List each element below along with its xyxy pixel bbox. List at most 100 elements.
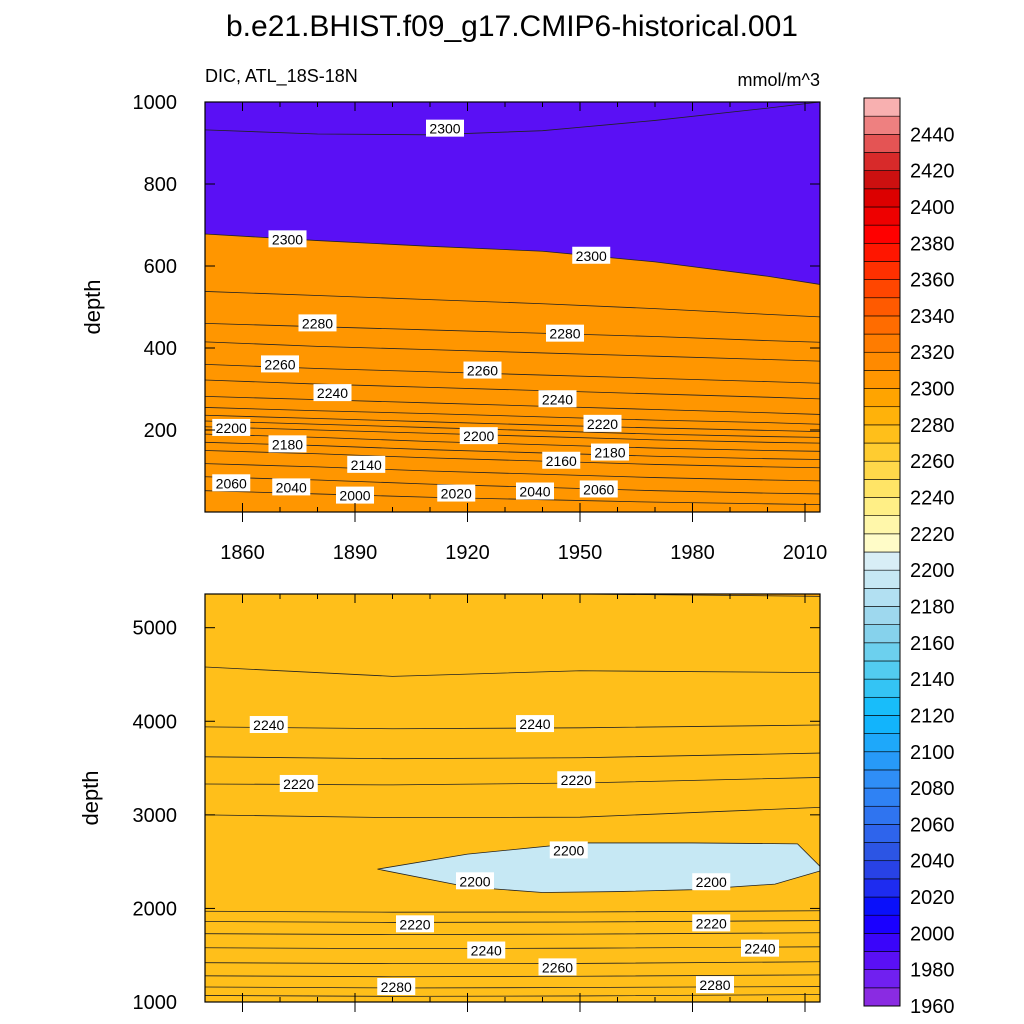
contour-label: 2220: [557, 771, 596, 789]
svg-text:2180: 2180: [272, 436, 303, 452]
x-tick-label: 1860: [220, 542, 265, 564]
colorbar-swatch: [863, 170, 901, 190]
colorbar-label: 2320: [910, 342, 955, 364]
colorbar-label: 2360: [910, 270, 955, 292]
contour-line: [205, 291, 820, 318]
colorbar-swatch: [863, 678, 901, 698]
contour-label: 2060: [212, 474, 251, 492]
colorbar-swatch: [863, 351, 901, 371]
svg-text:2200: 2200: [463, 428, 494, 444]
contour-line: [205, 102, 820, 136]
colorbar-swatch: [863, 787, 901, 807]
colorbar-swatch: [863, 97, 901, 117]
colorbar-swatch: [863, 315, 901, 335]
colorbar-swatch: [863, 551, 901, 571]
colorbar-swatch: [863, 696, 901, 716]
svg-text:2280: 2280: [699, 977, 730, 993]
contour-line: [205, 233, 820, 285]
y-axis-title: depth: [80, 279, 105, 334]
colorbar-swatch: [863, 588, 901, 607]
colorbar-swatch: [863, 370, 901, 389]
svg-text:2220: 2220: [587, 416, 618, 432]
contour-label: 2280: [696, 976, 734, 994]
contour-label: 2200: [456, 872, 494, 890]
svg-text:2260: 2260: [264, 356, 295, 372]
contour-label: 2020: [437, 484, 476, 502]
contour-label: 2220: [692, 914, 731, 932]
colorbar-swatch: [863, 860, 901, 880]
colorbar-swatch: [863, 134, 901, 153]
svg-text:2300: 2300: [429, 121, 460, 137]
y-axis-title: depth: [78, 770, 103, 825]
contour-label: 2060: [579, 480, 618, 498]
contour-line: [205, 594, 820, 597]
contour-label: 2240: [516, 715, 554, 733]
svg-text:2220: 2220: [561, 772, 592, 788]
svg-text:2240: 2240: [744, 941, 775, 957]
colorbar-label: 2380: [910, 233, 955, 255]
colorbar-label: 2440: [910, 124, 955, 146]
contour-line: [205, 407, 820, 425]
y-tick-label: 4000: [133, 711, 178, 733]
contour-label: 2200: [692, 873, 731, 891]
colorbar-swatch: [863, 987, 901, 1007]
svg-text:2160: 2160: [546, 453, 577, 469]
colorbar-swatch: [863, 896, 901, 916]
contour-label: 2240: [538, 390, 577, 408]
svg-text:2200: 2200: [216, 420, 247, 436]
contour-label: 2280: [546, 324, 584, 342]
svg-text:2180: 2180: [594, 445, 625, 461]
colorbar-swatch: [863, 242, 901, 262]
plot-frame: [204, 101, 821, 513]
svg-text:2060: 2060: [216, 475, 247, 491]
colorbar-swatch: [863, 442, 901, 462]
colorbar-frame: [863, 97, 901, 1007]
colorbar-swatch: [863, 152, 901, 171]
colorbar-label: 2180: [910, 596, 955, 618]
colorbar-swatch: [863, 388, 901, 408]
y-tick-label: 600: [144, 256, 177, 278]
colorbar-swatch: [863, 333, 901, 353]
colorbar-swatch: [863, 842, 901, 862]
svg-text:2280: 2280: [302, 315, 333, 331]
contour-label: 2200: [212, 418, 251, 436]
colorbar-swatch: [863, 479, 901, 498]
y-tick-label: 3000: [133, 805, 178, 827]
y-tick-label: 1000: [133, 92, 178, 114]
colorbar-label: 2220: [910, 524, 955, 546]
colorbar-label: 2420: [910, 161, 955, 183]
svg-text:2060: 2060: [583, 481, 614, 497]
contour-label: 2260: [261, 355, 299, 373]
svg-text:2200: 2200: [696, 874, 727, 890]
figure-title: b.e21.BHIST.f09_g17.CMIP6-historical.001: [226, 10, 798, 43]
svg-text:2040: 2040: [276, 479, 307, 495]
colorbar-swatch: [863, 115, 901, 135]
upper-panel: 2060 2040 2000 2020 2040 2060 2140 2160 2180 2180…: [80, 92, 827, 564]
contour-label: 2180: [591, 443, 629, 461]
contour-line: [205, 490, 820, 506]
colorbar-swatch: [863, 751, 901, 771]
colorbar-swatch: [863, 660, 901, 680]
contour-label: 2240: [467, 941, 506, 959]
svg-text:2140: 2140: [351, 457, 382, 473]
lower-panel: 2280 2280 2260 2240 2240 2220 2220 2200 2200 2200…: [78, 593, 821, 1014]
colorbar-label: 2100: [910, 742, 955, 764]
colorbar-swatch: [863, 606, 901, 625]
colorbar-swatch: [863, 769, 901, 789]
contour-label: 2220: [279, 774, 318, 792]
panel-subtitle-left: DIC, ATL_18S-18N: [205, 66, 358, 87]
colorbar-swatch: [863, 533, 901, 553]
colorbar-label: 2120: [910, 705, 955, 727]
contour-fill: [205, 594, 820, 1002]
colorbar-label: 2040: [910, 851, 955, 873]
svg-text:2240: 2240: [519, 716, 550, 732]
svg-text:2020: 2020: [441, 486, 472, 502]
x-tick-label: 2010: [783, 542, 828, 564]
colorbar-swatch: [863, 733, 901, 753]
contour-line: [205, 433, 820, 452]
colorbar-swatch: [863, 515, 901, 535]
contour-label: 2040: [516, 482, 554, 500]
contour-line: [205, 364, 820, 384]
contour-line: [205, 961, 820, 965]
svg-text:2280: 2280: [549, 326, 580, 342]
